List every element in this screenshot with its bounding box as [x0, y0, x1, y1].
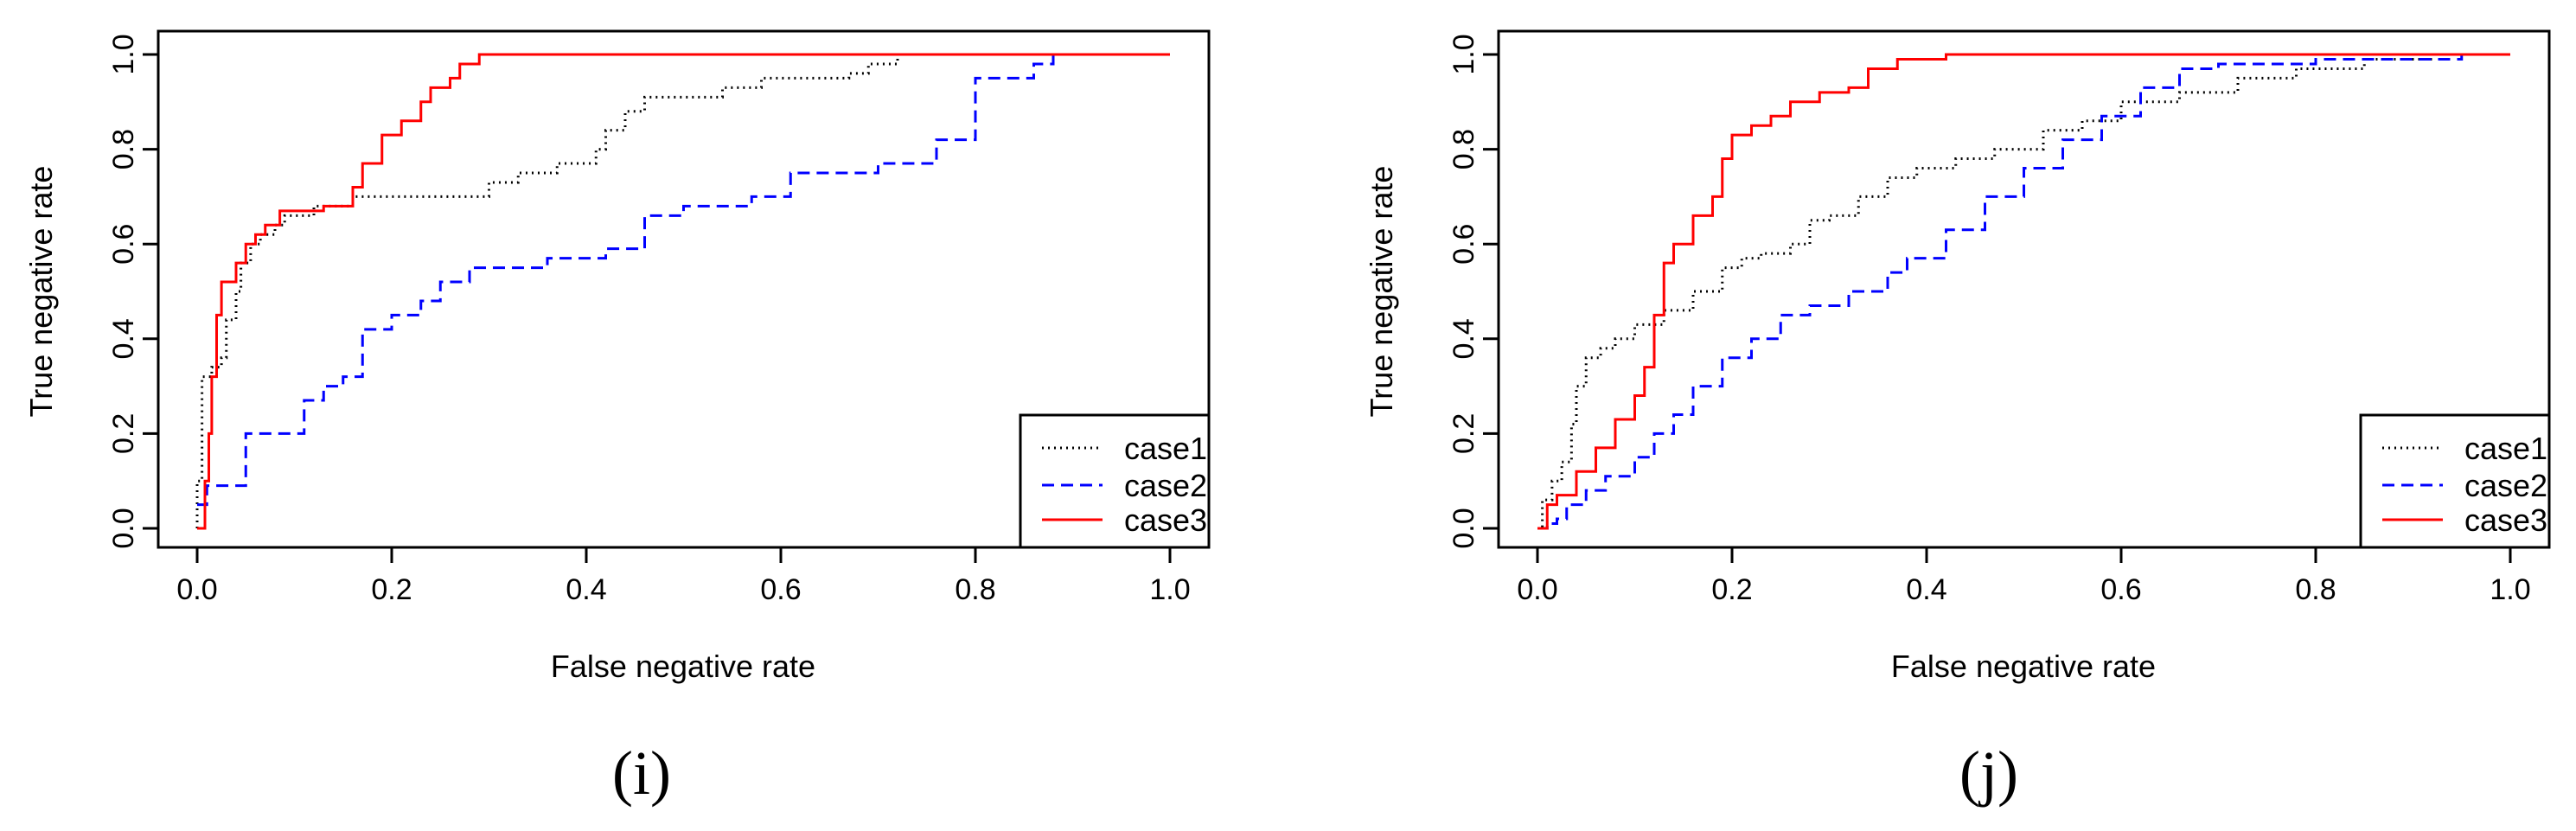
x-tick-label: 0.8	[2295, 573, 2336, 606]
legend-box	[1019, 413, 1211, 549]
y-tick-label: 0.0	[107, 508, 140, 548]
legend-label-case3: case3	[2464, 502, 2547, 538]
y-axis-title: True negative rate	[1364, 166, 1399, 418]
panel-j: 0.0 0.2 0.4 0.6 0.8 1.0 0.0 0.2 0.4 0.6 0.8 1.0 Fa…	[1364, 29, 2551, 808]
series-line-case3	[197, 53, 1170, 530]
series-group	[1537, 53, 2510, 530]
x-tick-label: 0.8	[955, 573, 995, 606]
x-axis-title: False negative rate	[551, 649, 815, 684]
y-tick-label: 0.2	[1448, 413, 1480, 454]
x-tick-label: 1.0	[1149, 573, 1190, 606]
x-tick-label: 1.0	[2490, 573, 2530, 606]
x-ticks: 0.0 0.2 0.4 0.6 0.8 1.0	[1517, 547, 2531, 606]
y-tick-label: 0.6	[107, 224, 140, 265]
y-ticks: 0.0 0.2 0.4 0.6 0.8 1.0	[1448, 34, 1499, 549]
y-axis-title: True negative rate	[23, 166, 59, 418]
legend-label-case2: case2	[1124, 468, 1207, 503]
legend: case1 case2 case3	[1019, 413, 1211, 549]
legend: case1 case2 case3	[2359, 413, 2551, 549]
series-line-case2	[1537, 53, 2510, 530]
y-tick-label: 0.8	[1448, 129, 1480, 169]
series-group	[195, 53, 1170, 530]
x-tick-label: 0.0	[176, 573, 217, 606]
series-line-case3	[1537, 53, 2510, 530]
panel-label: (j)	[1959, 738, 2018, 808]
y-ticks: 0.0 0.2 0.4 0.6 0.8 1.0	[107, 34, 158, 549]
y-tick-label: 1.0	[1448, 34, 1480, 74]
y-tick-label: 0.4	[1448, 318, 1480, 359]
y-tick-label: 0.8	[107, 129, 140, 169]
panel-i: 0.0 0.2 0.4 0.6 0.8 1.0 0.0 0.2 0.4 0.6 0.8 1.0 Fa…	[23, 29, 1211, 808]
x-tick-label: 0.4	[1906, 573, 1946, 606]
legend-label-case1: case1	[1124, 431, 1207, 466]
y-tick-label: 0.0	[1448, 508, 1480, 548]
x-tick-label: 0.2	[371, 573, 412, 606]
series-line-case1	[195, 53, 927, 528]
legend-label-case2: case2	[2464, 468, 2547, 503]
panel-label: (i)	[612, 738, 671, 808]
series-line-case1	[1537, 53, 2482, 530]
y-tick-label: 0.6	[1448, 224, 1480, 265]
x-ticks: 0.0 0.2 0.4 0.6 0.8 1.0	[176, 547, 1191, 606]
x-tick-label: 0.4	[566, 573, 606, 606]
y-tick-label: 0.4	[107, 318, 140, 359]
x-tick-label: 0.6	[2100, 573, 2141, 606]
x-axis-title: False negative rate	[1891, 649, 2156, 684]
x-tick-label: 0.6	[760, 573, 801, 606]
legend-label-case1: case1	[2464, 431, 2547, 466]
y-tick-label: 0.2	[107, 413, 140, 454]
series-line-case2	[197, 53, 1170, 507]
x-tick-label: 0.2	[1711, 573, 1752, 606]
legend-label-case3: case3	[1124, 502, 1207, 538]
x-tick-label: 0.0	[1517, 573, 1557, 606]
legend-box	[2359, 413, 2551, 549]
y-tick-label: 1.0	[107, 34, 140, 74]
